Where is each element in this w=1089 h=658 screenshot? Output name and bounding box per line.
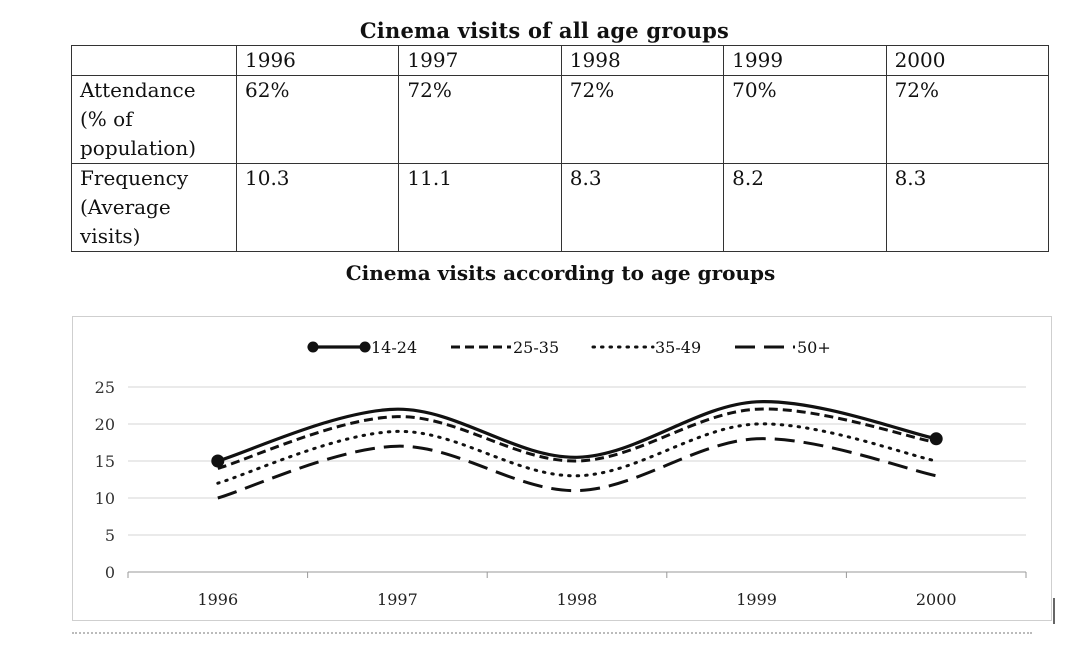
legend-label: 14-24 — [371, 338, 417, 357]
table-cell: 8.3 — [560, 163, 725, 252]
table-cell: 10.3 — [235, 163, 400, 252]
legend-label: 25-35 — [513, 338, 559, 357]
table-cell: 8.2 — [723, 163, 887, 252]
row-label-line: visits) — [80, 224, 141, 248]
series-line-14-24 — [216, 400, 938, 463]
table-title: Cinema visits of all age groups — [359, 18, 730, 43]
y-tick-label: 5 — [105, 526, 115, 545]
table-cell: 62% — [235, 75, 400, 164]
table-row-frequency: Frequency (Average visits) 10.3 11.1 8.3… — [71, 163, 1050, 252]
row-label-line: Attendance — [80, 78, 196, 102]
series-marker-14-24 — [211, 454, 225, 468]
edge-mark — [1053, 598, 1055, 624]
header-empty-cell — [71, 45, 237, 76]
series-line-50+ — [217, 437, 937, 500]
table-cell: 72% — [398, 75, 562, 164]
table-header-row: 1996 1997 1998 1999 2000 — [71, 45, 1050, 76]
row-label-line: (Average — [80, 195, 171, 219]
row-label-line: Frequency — [80, 166, 189, 190]
table-cell: 70% — [723, 75, 887, 164]
table-cell: 72% — [560, 75, 725, 164]
legend-marker — [307, 341, 319, 353]
chart-frame: 0 5 10 15 20 25 1996 1997 1998 1999 2000 14-24 25-35… — [72, 316, 1052, 621]
y-tick-label: 25 — [95, 378, 115, 397]
series-line-35-49 — [216, 422, 938, 485]
x-tick-label: 1998 — [557, 590, 598, 609]
x-tick-label: 1996 — [197, 590, 238, 609]
x-tick-label: 2000 — [916, 590, 957, 609]
y-tick-label: 10 — [95, 489, 115, 508]
header-year-cell: 1999 — [723, 45, 887, 76]
series-line-25-35 — [217, 407, 937, 470]
y-tick-label: 0 — [105, 563, 115, 582]
stats-table: 1996 1997 1998 1999 2000 Attendance (% o… — [71, 45, 1050, 252]
row-label-line: population) — [80, 136, 197, 160]
legend-label: 50+ — [797, 338, 831, 357]
table-row-attendance: Attendance (% of population) 62% 72% 72%… — [71, 75, 1050, 164]
legend-marker — [359, 341, 371, 353]
row-label: Attendance (% of population) — [71, 75, 237, 164]
chart-title: Cinema visits according to age groups — [345, 261, 776, 285]
table-cell: 72% — [885, 75, 1050, 164]
x-tick-label: 1999 — [736, 590, 777, 609]
header-year-cell: 1998 — [560, 45, 725, 76]
cropped-text-line — [72, 632, 1032, 634]
header-year-cell: 2000 — [885, 45, 1050, 76]
header-year-cell: 1997 — [398, 45, 562, 76]
table-cell: 8.3 — [885, 163, 1050, 252]
y-tick-label: 15 — [95, 452, 115, 471]
legend-label: 35-49 — [655, 338, 701, 357]
table-cell: 11.1 — [398, 163, 562, 252]
line-chart: 0 5 10 15 20 25 1996 1997 1998 1999 2000 14-24 25-35… — [95, 338, 1027, 609]
header-year-cell: 1996 — [235, 45, 400, 76]
x-tick-label: 1997 — [377, 590, 418, 609]
series-marker-14-24 — [929, 432, 943, 446]
y-tick-label: 20 — [95, 415, 115, 434]
row-label: Frequency (Average visits) — [71, 163, 237, 252]
row-label-line: (% of — [80, 107, 133, 131]
